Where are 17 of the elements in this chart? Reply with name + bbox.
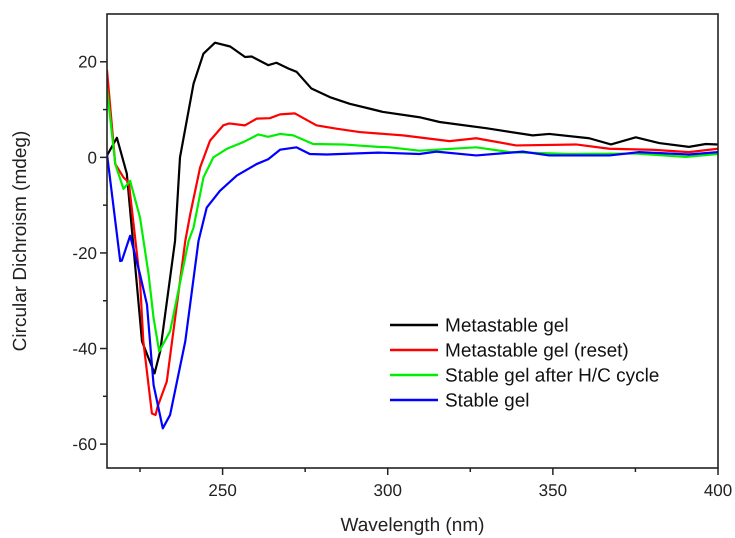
x-axis-title: Wavelength (nm) — [340, 515, 484, 536]
y-tick-label: -40 — [72, 339, 97, 358]
x-tick-label: 300 — [374, 481, 402, 500]
line-series — [107, 146, 718, 430]
line-series — [107, 69, 718, 416]
y-tick-label: 0 — [88, 148, 97, 168]
legend-label: Metastable gel — [445, 316, 569, 337]
y-axis-title: Circular Dichroism (mdeg) — [10, 130, 31, 352]
x-tick-label: 400 — [704, 481, 732, 500]
legend-label: Stable gel — [445, 390, 530, 412]
y-tick-label: -20 — [72, 244, 97, 263]
legend-label: Metastable gel (reset) — [445, 340, 629, 362]
x-tick-label: 350 — [538, 481, 568, 500]
x-tick-label: 250 — [208, 481, 237, 500]
y-tick-label: 20 — [78, 52, 97, 72]
y-tick-label: -60 — [72, 435, 97, 454]
legend-label: Stable gel after H/C cycle — [445, 366, 660, 387]
